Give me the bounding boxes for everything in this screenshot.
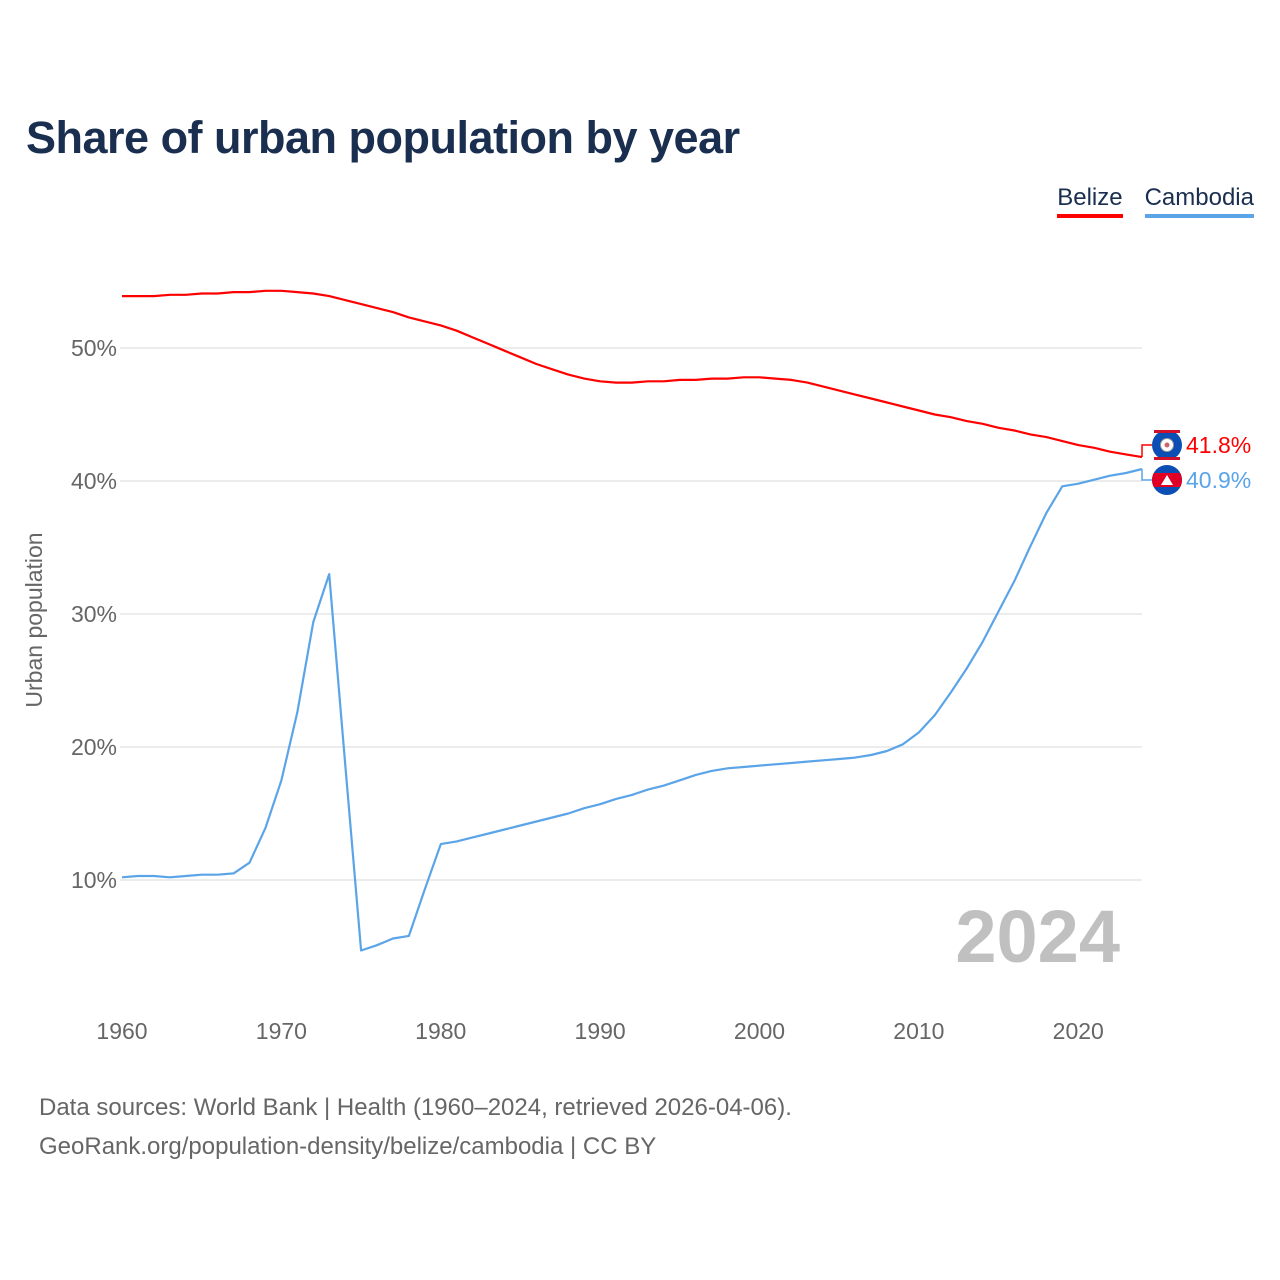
belize-flag-icon	[1152, 430, 1182, 460]
end-value-label: 41.8%	[1186, 432, 1251, 458]
series-line-cambodia	[121, 467, 1143, 952]
end-value-label: 40.9%	[1186, 467, 1251, 493]
x-tick-label: 1990	[575, 1018, 626, 1044]
legend-belize[interactable]: Belize	[1057, 184, 1123, 218]
y-tick-label: 10%	[71, 867, 117, 893]
y-axis-label: Urban population	[21, 532, 47, 707]
x-tick-label: 1980	[415, 1018, 466, 1044]
x-tick-label: 1960	[96, 1018, 147, 1044]
y-tick-label: 20%	[71, 734, 117, 760]
data-source-text: Data sources: World Bank | Health (1960–…	[39, 1094, 792, 1121]
cambodia-flag-icon	[1152, 465, 1182, 495]
attribution-text: GeoRank.org/population-density/belize/ca…	[39, 1133, 657, 1160]
y-tick-label: 50%	[71, 335, 117, 361]
chart-title: Share of urban population by year	[26, 112, 740, 163]
x-tick-label: 1970	[256, 1018, 307, 1044]
footer: Data sources: World Bank | Health (1960–…	[39, 1088, 792, 1166]
y-tick-label: 30%	[71, 601, 117, 627]
year-watermark: 2024	[955, 895, 1120, 978]
end-connector	[1141, 469, 1152, 481]
x-tick-label: 2010	[893, 1018, 944, 1044]
legend-cambodia[interactable]: Cambodia	[1144, 184, 1254, 218]
x-tick-label: 2020	[1053, 1018, 1104, 1044]
end-connector	[1141, 444, 1152, 458]
y-tick-label: 40%	[71, 468, 117, 494]
legend: Belize Cambodia	[1057, 184, 1254, 218]
series-line-belize	[122, 289, 1143, 459]
x-tick-label: 2000	[734, 1018, 785, 1044]
